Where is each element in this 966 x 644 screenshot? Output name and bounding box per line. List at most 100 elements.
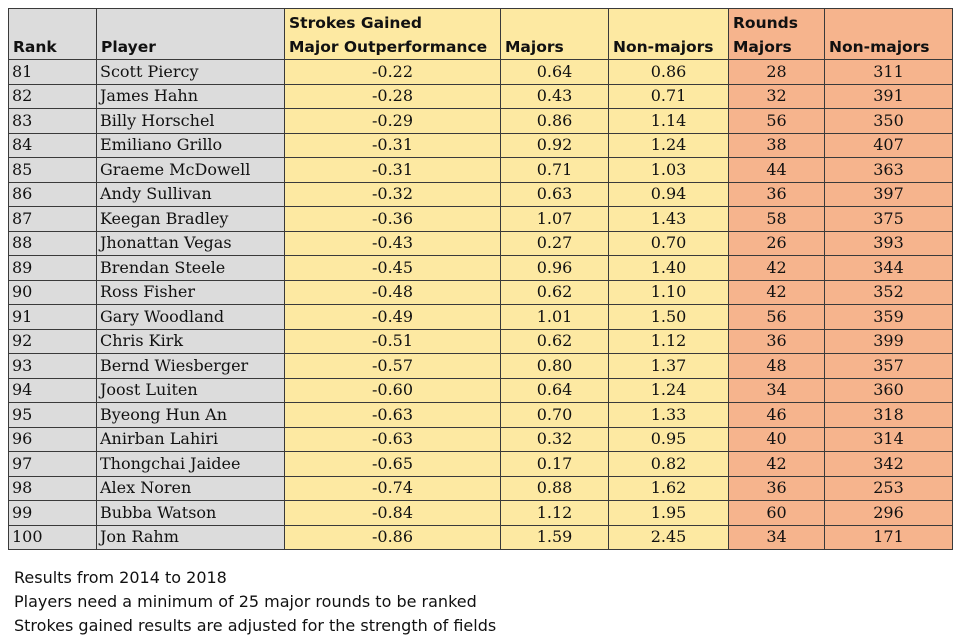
cell-sg-nonmajors: 1.12 [608, 328, 729, 354]
cell-major-outperformance: -0.57 [284, 353, 501, 379]
cell-sg-majors: 0.92 [500, 132, 609, 158]
footnotes: Results from 2014 to 2018 Players need a… [14, 566, 496, 638]
cell-player: Ross Fisher [96, 279, 285, 305]
cell-sg-majors: 0.32 [500, 426, 609, 452]
cell-major-outperformance: -0.28 [284, 83, 501, 109]
cell-rounds-nonmajors: 359 [824, 304, 953, 330]
table-row: 88 Jhonattan Vegas -0.43 0.27 0.70 26 393 [8, 230, 953, 256]
header-rounds: Rounds [728, 8, 825, 33]
cell-rounds-majors: 36 [728, 181, 825, 207]
cell-rank: 82 [8, 83, 97, 109]
cell-sg-majors: 0.96 [500, 255, 609, 281]
cell-sg-nonmajors: 1.50 [608, 304, 729, 330]
header-sg-majors: Majors [500, 8, 609, 60]
cell-sg-majors: 1.07 [500, 206, 609, 232]
cell-sg-nonmajors: 0.71 [608, 83, 729, 109]
cell-sg-majors: 1.12 [500, 500, 609, 526]
table-row: 96 Anirban Lahiri -0.63 0.32 0.95 40 314 [8, 426, 953, 452]
cell-sg-nonmajors: 1.95 [608, 500, 729, 526]
cell-sg-nonmajors: 1.24 [608, 377, 729, 403]
cell-major-outperformance: -0.29 [284, 108, 501, 134]
cell-rank: 90 [8, 279, 97, 305]
cell-rounds-majors: 26 [728, 230, 825, 256]
cell-player: Alex Noren [96, 475, 285, 501]
cell-player: Andy Sullivan [96, 181, 285, 207]
cell-sg-nonmajors: 1.24 [608, 132, 729, 158]
table-row: 91 Gary Woodland -0.49 1.01 1.50 56 359 [8, 304, 953, 330]
cell-major-outperformance: -0.86 [284, 524, 501, 550]
cell-major-outperformance: -0.31 [284, 132, 501, 158]
cell-player: Emiliano Grillo [96, 132, 285, 158]
cell-sg-majors: 0.86 [500, 108, 609, 134]
cell-major-outperformance: -0.36 [284, 206, 501, 232]
header-rounds-nonmajors: Non-majors [824, 8, 953, 60]
table-row: 100 Jon Rahm -0.86 1.59 2.45 34 171 [8, 524, 953, 550]
cell-sg-majors: 0.80 [500, 353, 609, 379]
cell-player: Gary Woodland [96, 304, 285, 330]
cell-rounds-nonmajors: 296 [824, 500, 953, 526]
cell-rounds-majors: 36 [728, 475, 825, 501]
cell-player: Billy Horschel [96, 108, 285, 134]
table-row: 93 Bernd Wiesberger -0.57 0.80 1.37 48 357 [8, 353, 953, 379]
cell-player: Bernd Wiesberger [96, 353, 285, 379]
cell-player: Keegan Bradley [96, 206, 285, 232]
cell-player: Jon Rahm [96, 524, 285, 550]
cell-rank: 83 [8, 108, 97, 134]
cell-sg-nonmajors: 0.95 [608, 426, 729, 452]
cell-rank: 89 [8, 255, 97, 281]
table-body: 81 Scott Piercy -0.22 0.64 0.86 28 311 82 James … [8, 59, 953, 550]
table-row: 85 Graeme McDowell -0.31 0.71 1.03 44 363 [8, 157, 953, 183]
cell-rank: 96 [8, 426, 97, 452]
table-row: 92 Chris Kirk -0.51 0.62 1.12 36 399 [8, 328, 953, 354]
cell-rounds-majors: 46 [728, 402, 825, 428]
cell-rounds-nonmajors: 393 [824, 230, 953, 256]
cell-rounds-nonmajors: 344 [824, 255, 953, 281]
cell-rounds-nonmajors: 360 [824, 377, 953, 403]
cell-sg-majors: 0.71 [500, 157, 609, 183]
cell-rank: 88 [8, 230, 97, 256]
cell-major-outperformance: -0.32 [284, 181, 501, 207]
header-sg-nonmajors: Non-majors [608, 8, 729, 60]
cell-rounds-nonmajors: 311 [824, 59, 953, 85]
cell-rank: 93 [8, 353, 97, 379]
table-row: 94 Joost Luiten -0.60 0.64 1.24 34 360 [8, 377, 953, 403]
cell-sg-majors: 0.88 [500, 475, 609, 501]
cell-rounds-majors: 56 [728, 108, 825, 134]
cell-sg-nonmajors: 1.03 [608, 157, 729, 183]
cell-sg-nonmajors: 1.37 [608, 353, 729, 379]
cell-sg-nonmajors: 1.10 [608, 279, 729, 305]
cell-sg-nonmajors: 1.40 [608, 255, 729, 281]
cell-rounds-majors: 42 [728, 255, 825, 281]
cell-rounds-nonmajors: 391 [824, 83, 953, 109]
cell-rounds-nonmajors: 352 [824, 279, 953, 305]
table-row: 81 Scott Piercy -0.22 0.64 0.86 28 311 [8, 59, 953, 85]
cell-player: Joost Luiten [96, 377, 285, 403]
cell-sg-majors: 0.43 [500, 83, 609, 109]
cell-rounds-nonmajors: 314 [824, 426, 953, 452]
cell-major-outperformance: -0.49 [284, 304, 501, 330]
cell-rank: 95 [8, 402, 97, 428]
table-row: 90 Ross Fisher -0.48 0.62 1.10 42 352 [8, 279, 953, 305]
cell-sg-majors: 1.01 [500, 304, 609, 330]
cell-rounds-nonmajors: 375 [824, 206, 953, 232]
cell-sg-nonmajors: 1.62 [608, 475, 729, 501]
header-rounds-majors: Majors [728, 33, 825, 60]
cell-major-outperformance: -0.60 [284, 377, 501, 403]
table-row: 84 Emiliano Grillo -0.31 0.92 1.24 38 407 [8, 132, 953, 158]
cell-major-outperformance: -0.63 [284, 426, 501, 452]
table-row: 89 Brendan Steele -0.45 0.96 1.40 42 344 [8, 255, 953, 281]
cell-rounds-nonmajors: 399 [824, 328, 953, 354]
cell-sg-nonmajors: 0.70 [608, 230, 729, 256]
cell-major-outperformance: -0.65 [284, 451, 501, 477]
cell-player: Anirban Lahiri [96, 426, 285, 452]
cell-rank: 94 [8, 377, 97, 403]
cell-sg-majors: 0.62 [500, 279, 609, 305]
cell-rounds-majors: 60 [728, 500, 825, 526]
cell-sg-nonmajors: 1.43 [608, 206, 729, 232]
cell-player: Jhonattan Vegas [96, 230, 285, 256]
cell-rank: 98 [8, 475, 97, 501]
cell-major-outperformance: -0.22 [284, 59, 501, 85]
header-strokes-gained: Strokes Gained [284, 8, 501, 33]
cell-player: Brendan Steele [96, 255, 285, 281]
cell-major-outperformance: -0.48 [284, 279, 501, 305]
